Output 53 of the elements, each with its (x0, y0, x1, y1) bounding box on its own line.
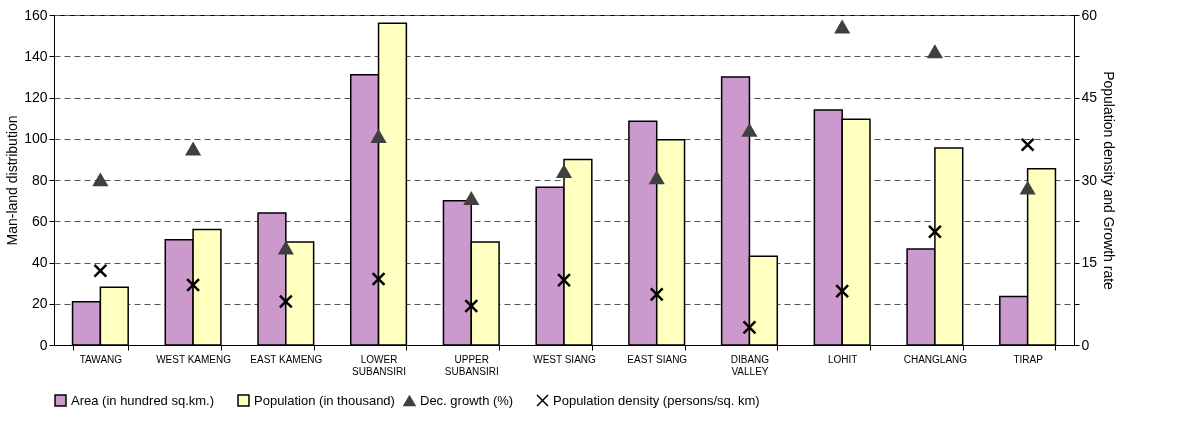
x-tick-label: LOWER SUBANSIRI (352, 353, 406, 377)
y-tick-label: 80 (31, 171, 48, 188)
y2-axis-title: Population density and Growth rate (1101, 71, 1118, 291)
x-tick-label: CHANGLANG (903, 353, 968, 365)
point (835, 283, 850, 299)
point (185, 277, 201, 293)
point (927, 45, 943, 59)
point (371, 130, 386, 143)
legend-label: Dec. growth (%) (420, 392, 514, 408)
y2-tick-label: 60 (1081, 6, 1098, 23)
point (278, 294, 293, 309)
x-tick-label: TIRAP (1013, 353, 1044, 365)
y-axis-title: Man-land distribution (4, 115, 21, 246)
x-tick-label: EAST KAMENG (250, 353, 323, 365)
x-tick-label: EAST SIANG (627, 353, 688, 365)
y-tick-label: 120 (24, 89, 48, 105)
x-tick-label: WEST SIANG (533, 353, 597, 365)
point (278, 241, 293, 255)
x-tick-label: UPPER SUBANSIRI (444, 353, 499, 377)
x-tick-label: WEST KAMENG (156, 353, 232, 365)
point (464, 192, 479, 206)
point (464, 298, 479, 314)
point (742, 320, 757, 335)
point (185, 142, 201, 156)
y-tick-label: 20 (31, 295, 48, 312)
point (93, 263, 108, 278)
y2-tick-label: 15 (1081, 254, 1098, 270)
y-tick-label: 140 (24, 47, 48, 64)
point (371, 271, 386, 287)
y-tick-label: 160 (24, 6, 48, 23)
y-tick-label: 60 (31, 212, 48, 229)
legend-label: Population (in thousand) (254, 392, 395, 408)
point (93, 173, 108, 187)
x-tick-label: DIBANG VALLEY (730, 353, 770, 377)
y2-tick-label: 30 (1081, 171, 1098, 188)
y2-tick-label: 0 (1081, 336, 1090, 353)
x-tick-label: TAWANG (79, 353, 123, 365)
point (1020, 181, 1035, 195)
y-tick-label: 40 (31, 254, 48, 270)
y-tick-label: 100 (24, 130, 48, 147)
x-tick-label: LOHIT (827, 353, 858, 365)
point (835, 20, 850, 34)
point (556, 165, 572, 179)
point (556, 272, 572, 288)
y-tick-label: 0 (39, 336, 48, 353)
point (1020, 137, 1035, 152)
y2-tick-label: 45 (1081, 89, 1098, 105)
point (649, 287, 664, 302)
legend-label: Population density (persons/sq. km) (553, 392, 760, 408)
legend-label: Area (in hundred sq.km.) (71, 392, 215, 408)
point (742, 124, 757, 137)
point (927, 224, 943, 239)
point (649, 171, 664, 185)
